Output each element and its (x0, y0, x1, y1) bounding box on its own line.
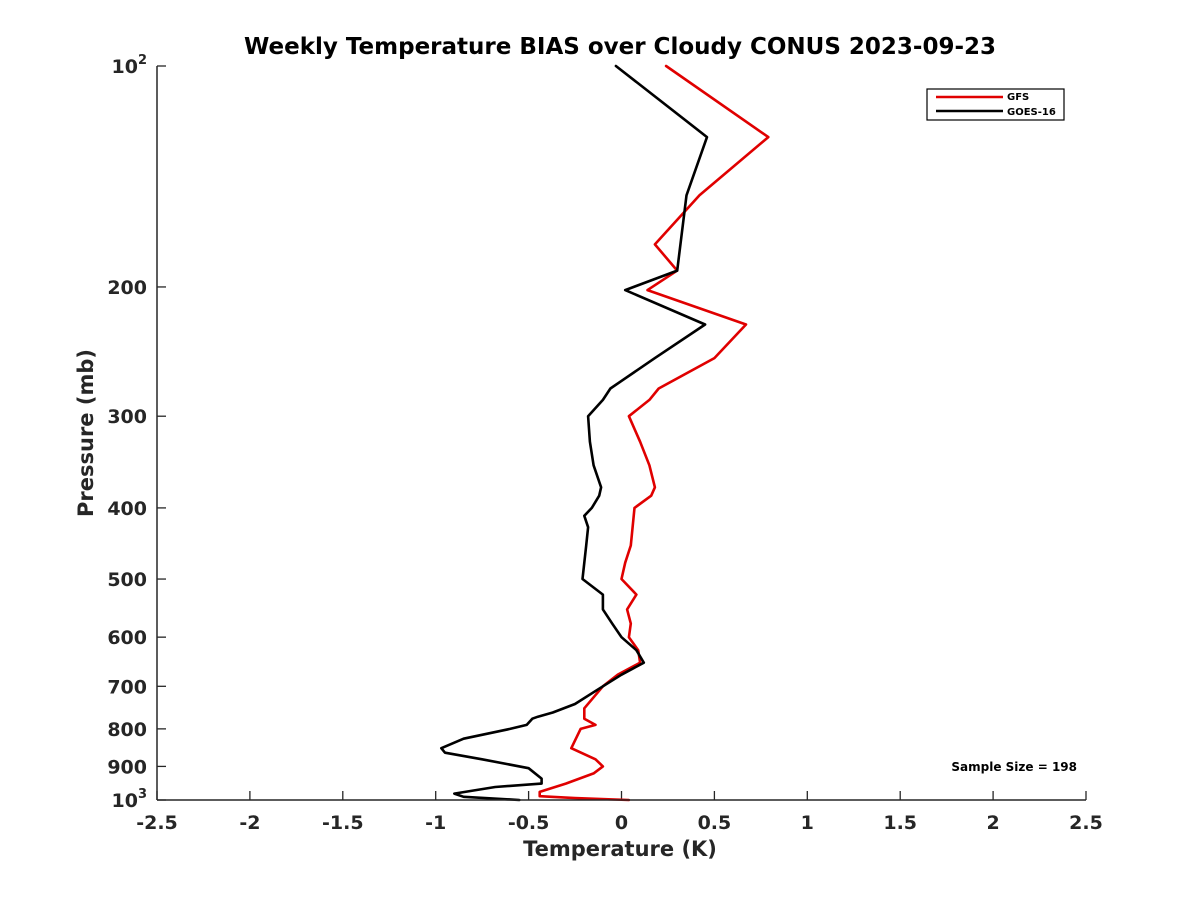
y-tick-labels: 102 200 300 400 500 600 700 800 900 103 (107, 53, 147, 812)
x-tick-labels: -2.5 -2 -1.5 -1 -0.5 0 0.5 1 1.5 2 2.5 (136, 812, 1103, 834)
y-tick-label: 300 (107, 406, 147, 428)
x-tick-label: 1 (801, 812, 814, 834)
y-tick-label: 800 (107, 719, 147, 741)
legend-label-goes16: GOES-16 (1007, 107, 1056, 118)
legend: GFS GOES-16 (926, 88, 1065, 121)
x-tick-label: -2.5 (136, 812, 178, 834)
y-tick-label: 103 (112, 787, 148, 812)
x-axis-label: Temperature (K) (523, 837, 717, 861)
legend-label-gfs: GFS (1007, 92, 1029, 103)
y-tick-label: 900 (107, 756, 147, 778)
x-tick-label: 0.5 (698, 812, 732, 834)
x-tick-label: -2 (239, 812, 260, 834)
y-tick-label: 600 (107, 627, 147, 649)
y-tick-label: 400 (107, 498, 147, 520)
tick-marks (156, 65, 1087, 801)
y-tick-label: 700 (107, 676, 147, 698)
y-tick-label: 500 (107, 569, 147, 591)
y-tick-label: 102 (112, 53, 148, 78)
x-tick-label: 2 (986, 812, 999, 834)
x-tick-label: -1.5 (322, 812, 364, 834)
series-line-gfs (538, 64, 770, 802)
series-lines (439, 64, 770, 802)
x-tick-label: 0 (615, 812, 628, 834)
x-tick-label: 1.5 (883, 812, 917, 834)
series-line-goes-16 (439, 64, 709, 802)
sample-size-annotation: Sample Size = 198 (951, 760, 1077, 774)
legend-box (926, 88, 1065, 121)
x-tick-label: 2.5 (1069, 812, 1103, 834)
x-tick-label: -1 (425, 812, 446, 834)
y-tick-label: 200 (107, 277, 147, 299)
chart-title: Weekly Temperature BIAS over Cloudy CONU… (244, 34, 996, 60)
x-tick-label: -0.5 (508, 812, 550, 834)
y-axis-label: Pressure (mb) (74, 349, 98, 517)
